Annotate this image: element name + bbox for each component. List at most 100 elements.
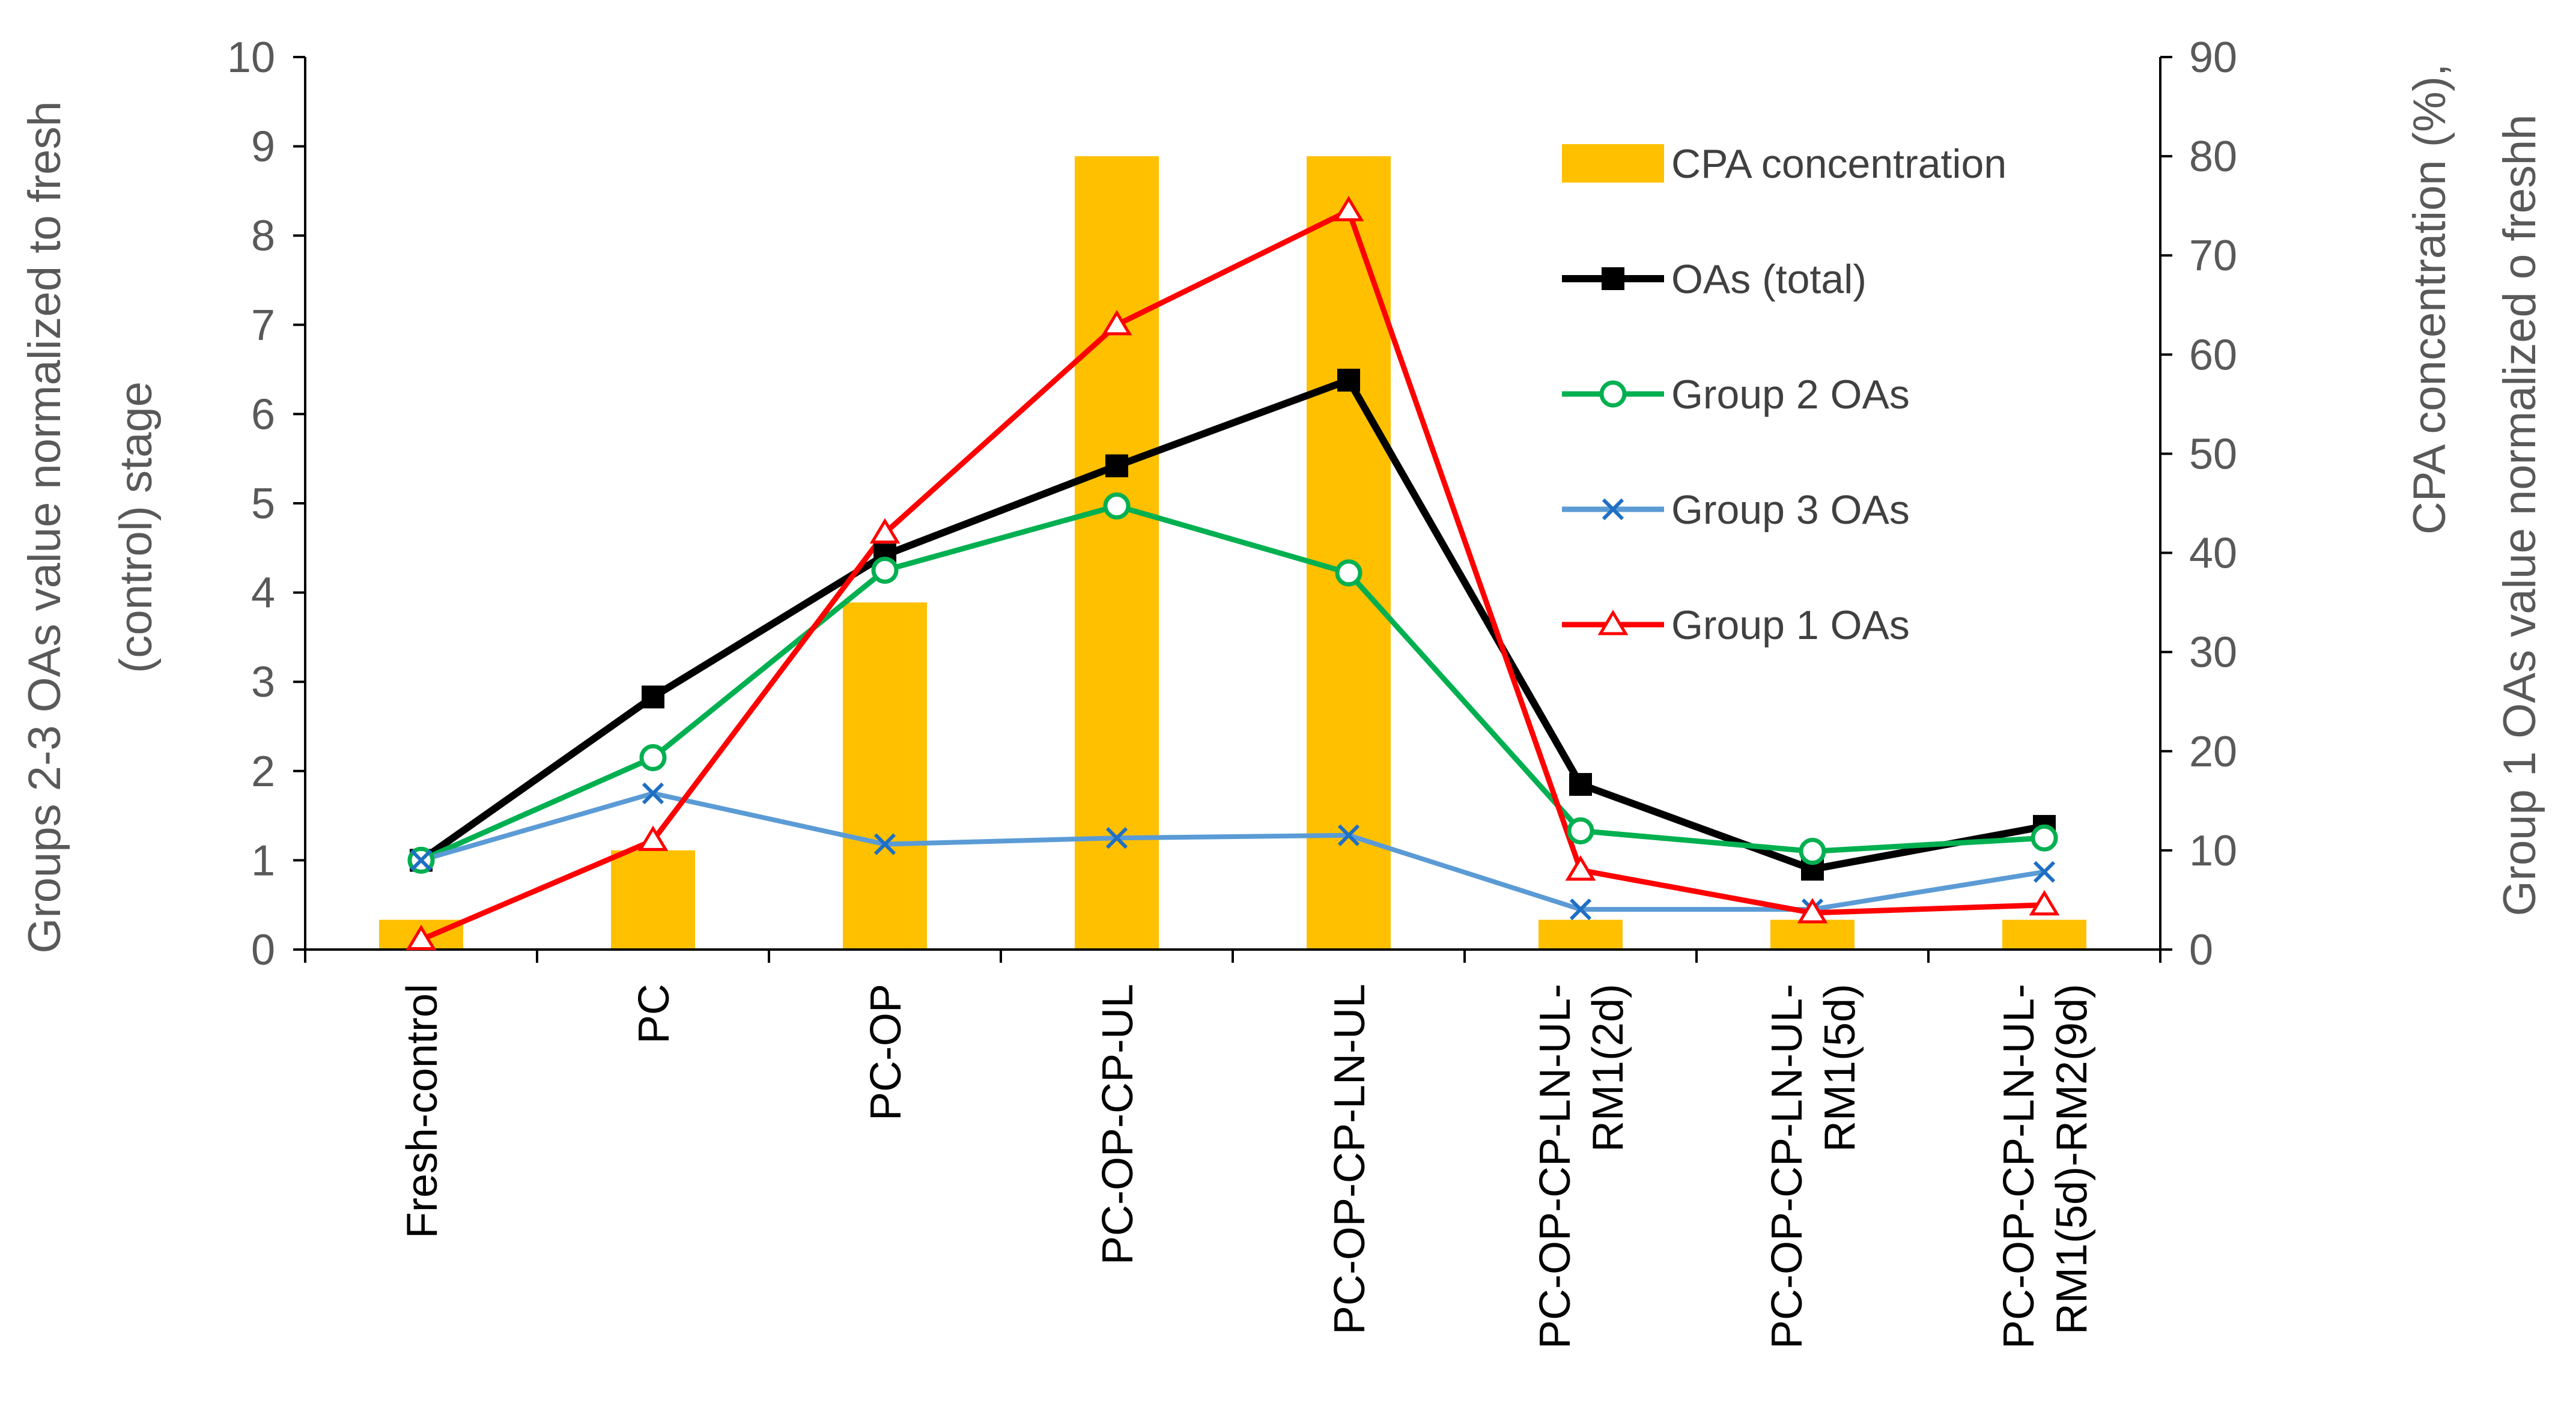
- legend-label-oas-total: OAs (total): [1671, 256, 1867, 302]
- x-tick-label-line: RM1(2d): [1584, 984, 1632, 1152]
- x-tick-label-line: PC-OP-CP-LN-UL: [1326, 984, 1374, 1335]
- bar-cpa-concentration-7: [2002, 920, 2086, 950]
- x-tick-label-2: PC-OP: [862, 984, 910, 1121]
- bars-layer: [379, 156, 2086, 950]
- x-tick-label-line: RM1(5d)-RM2(9d): [2048, 984, 2096, 1335]
- left-axis-title-line: (control) stage: [111, 381, 162, 673]
- line-group-1-oas: [418, 208, 2047, 942]
- point-group-2-oas-6: [1799, 838, 1826, 865]
- point-group-2-oas-1: [639, 744, 667, 772]
- point-group-3-oas-1: [642, 782, 664, 805]
- x-tick-label-line: PC-OP-CP-UL: [1094, 984, 1142, 1265]
- right-tick-label-30: 30: [2189, 629, 2237, 677]
- x-tick-label-4: PC-OP-CP-LN-UL: [1326, 984, 1374, 1335]
- legend-swatch-cpa-concentration: [1562, 144, 1664, 183]
- axes-layer: [293, 56, 2172, 963]
- right-tick-label-10: 10: [2189, 827, 2237, 875]
- right-tick-label-0: 0: [2189, 926, 2213, 974]
- point-group-3-oas-5: [1569, 898, 1592, 921]
- point-oas-total-5: [1569, 773, 1592, 796]
- x-tick-label-1: PC: [630, 984, 678, 1044]
- left-axis-title: Groups 2-3 OAs value normalized to fresh…: [19, 101, 162, 953]
- point-group-2-oas-7: [2031, 824, 2058, 852]
- x-tick-label-line: Fresh-control: [398, 984, 446, 1238]
- x-tick-label-6: PC-OP-CP-LN-UL- RM1(5d): [1763, 984, 1864, 1349]
- point-oas-total-3: [1105, 454, 1128, 477]
- point-group-3-oas-4: [1337, 824, 1360, 846]
- titles-layer: Groups 2-3 OAs value normalized to fresh…: [19, 64, 2576, 954]
- legend-marker-group-3-oas: [1602, 498, 1624, 521]
- point-group-1-oas-3: [1101, 309, 1132, 336]
- point-group-1-oas-4: [1333, 196, 1364, 222]
- bar-cpa-concentration-5: [1539, 920, 1623, 950]
- legend-marker-group-1-oas: [1597, 610, 1629, 635]
- right-axis-title: CPA concentration (%), Group 1 OAs value …: [2404, 64, 2576, 917]
- left-tick-label-4: 4: [251, 569, 275, 617]
- line-group-3-oas: [419, 790, 2047, 912]
- left-tick-label-10: 10: [227, 34, 275, 82]
- point-group-1-oas-5: [1565, 855, 1596, 881]
- legend-label-group-2-oas: Group 2 OAs: [1671, 372, 1910, 417]
- ticks-layer: 0 1 2 3 4 5 6 7 8 9 10 0 10 20 30 40 50 60 70 80 90 Fresh-con…: [227, 34, 2237, 1349]
- point-group-3-oas-7: [2033, 861, 2056, 883]
- left-tick-label-0: 0: [251, 926, 275, 974]
- bar-cpa-concentration-4: [1307, 156, 1391, 950]
- point-group-2-oas-5: [1567, 817, 1594, 844]
- point-oas-total-4: [1337, 368, 1360, 392]
- bar-cpa-concentration-1: [611, 850, 695, 950]
- left-tick-label-7: 7: [251, 301, 275, 350]
- left-tick-label-6: 6: [251, 390, 275, 438]
- right-tick-label-40: 40: [2189, 530, 2237, 578]
- lines-layer: [418, 208, 2048, 942]
- left-tick-label-8: 8: [251, 212, 275, 260]
- right-tick-label-50: 50: [2189, 430, 2237, 478]
- x-tick-label-line: PC-OP: [862, 984, 910, 1121]
- point-group-1-oas-7: [2029, 889, 2060, 916]
- legend-label-group-3-oas: Group 3 OAs: [1671, 487, 1910, 533]
- point-group-1-oas-0: [406, 924, 437, 950]
- x-tick-label-7: PC-OP-CP-LN-UL- RM1(5d)-RM2(9d): [1995, 984, 2096, 1349]
- line-group-2-oas: [418, 503, 2047, 863]
- point-group-3-oas-3: [1105, 827, 1128, 849]
- legend-label-group-1-oas: Group 1 OAs: [1671, 602, 1910, 648]
- right-tick-label-20: 20: [2189, 728, 2237, 776]
- left-tick-label-3: 3: [251, 658, 275, 706]
- x-tick-label-0: Fresh-control: [398, 984, 446, 1238]
- point-group-1-oas-1: [637, 825, 669, 851]
- point-group-2-oas-2: [871, 556, 899, 584]
- bar-cpa-concentration-3: [1075, 156, 1159, 950]
- x-tick-label-line: PC-OP-CP-LN-UL-: [1763, 984, 1811, 1349]
- x-tick-label-3: PC-OP-CP-UL: [1094, 984, 1142, 1265]
- right-tick-label-70: 70: [2189, 232, 2237, 280]
- bar-cpa-concentration-6: [1770, 920, 1855, 950]
- point-group-2-oas-4: [1335, 559, 1362, 587]
- left-axis-title-line: Groups 2-3 OAs value normalized to fresh: [19, 101, 70, 953]
- legend-marker-group-2-oas: [1599, 380, 1627, 408]
- left-tick-label-9: 9: [251, 123, 275, 171]
- line-oas-total: [418, 376, 2048, 873]
- x-tick-label-line: PC: [630, 984, 678, 1044]
- markers-layer: [406, 196, 2060, 950]
- point-group-3-oas-2: [873, 833, 896, 855]
- right-axis-title-line: CPA concentration (%),: [2404, 64, 2455, 535]
- left-tick-label-1: 1: [251, 837, 275, 885]
- right-tick-label-60: 60: [2189, 331, 2237, 379]
- right-tick-label-80: 80: [2189, 133, 2237, 181]
- point-oas-total-1: [642, 685, 664, 709]
- point-group-3-oas-0: [410, 849, 433, 871]
- bar-cpa-concentration-2: [843, 602, 927, 950]
- x-tick-label-line: PC-OP-CP-LN-UL-: [1995, 984, 2043, 1349]
- point-group-1-oas-2: [869, 518, 901, 544]
- x-tick-label-5: PC-OP-CP-LN-UL- RM1(2d): [1531, 984, 1632, 1349]
- right-axis-title-line: Group 1 OAs value normalized o freshh: [2494, 115, 2545, 917]
- legend: CPA concentration OAs (total) Group 2 OAs G…: [1562, 141, 2006, 648]
- x-tick-label-line: PC-OP-CP-LN-UL-: [1531, 984, 1579, 1349]
- x-tick-label-line: RM1(5d): [1816, 984, 1864, 1152]
- point-group-2-oas-3: [1103, 492, 1131, 520]
- left-tick-label-5: 5: [251, 480, 275, 528]
- right-tick-label-90: 90: [2189, 34, 2237, 82]
- legend-marker-oas-total: [1602, 267, 1624, 290]
- legend-label-cpa-concentration: CPA concentration: [1671, 141, 2006, 187]
- left-tick-label-2: 2: [251, 748, 275, 796]
